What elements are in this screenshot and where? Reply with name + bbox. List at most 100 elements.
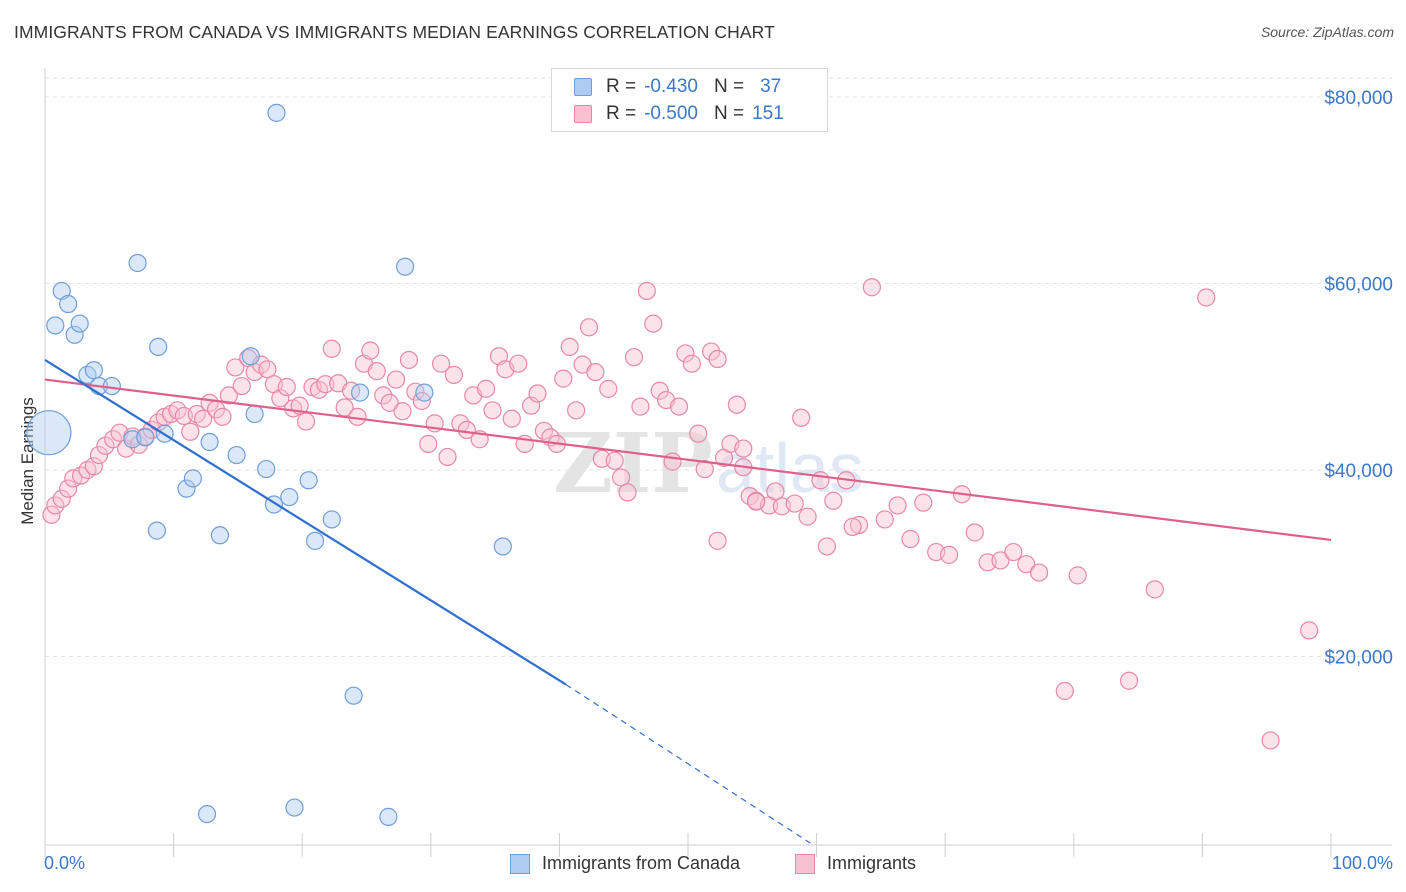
- source-label: Source: ZipAtlas.com: [1260, 24, 1394, 40]
- canada-point: [183, 469, 202, 488]
- canada-point: [493, 537, 512, 556]
- immigrants-point: [84, 457, 103, 476]
- immigrants-point: [226, 358, 245, 377]
- immigrants-point: [914, 493, 933, 512]
- canada-point: [305, 531, 325, 550]
- canada-point: [267, 103, 286, 122]
- legend-r-value: -0.500: [644, 103, 698, 124]
- canada-point: [415, 383, 434, 402]
- immigrants-point: [1068, 566, 1087, 585]
- immigrants-point: [1261, 731, 1280, 750]
- immigrants-point: [194, 409, 213, 428]
- canada-point: [350, 383, 370, 402]
- immigrants-point: [219, 386, 238, 405]
- immigrants-point: [637, 281, 656, 301]
- immigrants-point: [380, 393, 399, 412]
- legend-r-label: R =: [606, 103, 637, 124]
- immigrants-point: [431, 354, 451, 373]
- immigrants-point: [89, 445, 109, 465]
- immigrants-point: [1004, 542, 1023, 562]
- canada-point: [379, 807, 398, 826]
- canada-point: [257, 459, 276, 479]
- y-tick-label: $40,000: [1324, 461, 1393, 482]
- canada-point: [197, 804, 217, 824]
- canada-point: [128, 253, 147, 273]
- immigrants-point: [1197, 288, 1216, 307]
- immigrants-point: [438, 447, 457, 467]
- immigrants-point: [624, 348, 644, 367]
- immigrants-point: [695, 459, 714, 479]
- immigrants-point: [361, 341, 380, 360]
- bottom-legend-label-canada: Immigrants from Canada: [542, 853, 741, 873]
- canada-point: [200, 432, 219, 452]
- immigrants-point: [605, 451, 624, 470]
- immigrants-point: [386, 370, 406, 389]
- immigrants-point: [888, 496, 907, 515]
- immigrants-point: [1119, 671, 1139, 690]
- immigrants-point: [457, 420, 476, 440]
- immigrants-point: [708, 531, 727, 550]
- immigrants-point: [554, 369, 573, 388]
- immigrants-point: [682, 354, 701, 373]
- immigrants-point: [663, 452, 682, 471]
- canada-point: [241, 347, 260, 366]
- chart-title: IMMIGRANTS FROM CANADA VS IMMIGRANTS MED…: [14, 22, 775, 42]
- bottom-legend-immigrants: Immigrants: [795, 853, 916, 874]
- immigrants-trend-line: [44, 378, 1332, 542]
- legend-swatch-canada: [574, 78, 592, 96]
- immigrants-point: [708, 349, 727, 369]
- canada-point: [65, 325, 84, 344]
- canada-point: [245, 404, 264, 424]
- immigrants-point: [59, 479, 78, 498]
- legend-n-label: N =: [713, 76, 745, 97]
- y-tick-label: $20,000: [1324, 648, 1393, 669]
- immigrants-point: [1300, 621, 1319, 640]
- immigrants-point: [792, 408, 811, 427]
- canada-point: [59, 294, 78, 314]
- immigrants-point: [875, 510, 894, 529]
- immigrants-point: [277, 377, 296, 397]
- bottom-legend-swatch-canada: [510, 853, 530, 874]
- immigrants-point: [734, 439, 753, 458]
- immigrants-point: [702, 342, 721, 361]
- legend-n-label: N =: [713, 103, 745, 124]
- immigrants-point: [322, 339, 341, 358]
- immigrants-point: [785, 494, 804, 513]
- legend-r-value: -0.430: [644, 76, 698, 97]
- immigrants-point: [669, 397, 689, 416]
- immigrants-point: [1145, 580, 1164, 599]
- immigrants-point: [399, 350, 419, 370]
- legend-row-canada: R = -0.430 N = 37: [574, 74, 781, 100]
- immigrants-point: [534, 421, 554, 440]
- correlation-legend: R = -0.430 N = 37 R = -0.500 N = 151: [551, 68, 828, 132]
- immigrants-point: [811, 471, 830, 490]
- legend-n-value: 151: [752, 103, 784, 124]
- canada-point: [395, 257, 415, 276]
- immigrants-point: [766, 482, 785, 501]
- immigrants-point: [483, 401, 502, 420]
- bottom-legend-swatch-immigrants: [795, 853, 815, 874]
- immigrants-point: [939, 545, 959, 564]
- immigrants-point: [419, 434, 438, 453]
- immigrants-point: [341, 381, 361, 400]
- immigrants-point: [316, 375, 335, 394]
- x-tick-label: 100.0%: [1332, 853, 1393, 873]
- legend-r-label: R =: [606, 76, 637, 97]
- canada-trend-line: [44, 359, 567, 686]
- y-axis-label: Median Earnings: [18, 397, 37, 525]
- immigrants-point: [901, 529, 920, 549]
- y-tick-label: $80,000: [1324, 88, 1393, 109]
- immigrants-point: [843, 517, 862, 536]
- x-tick-label: 0.0%: [44, 853, 85, 873]
- bottom-legend-canada: Immigrants from Canada: [510, 853, 740, 874]
- immigrants-point: [271, 389, 290, 408]
- canada-trend-extension: [565, 683, 811, 844]
- immigrants-point: [689, 424, 708, 443]
- legend-row-immigrants: R = -0.500 N = 151: [574, 101, 784, 127]
- canada-point: [84, 361, 103, 380]
- immigrants-point: [817, 537, 836, 556]
- immigrants-point: [367, 362, 386, 381]
- canada-point: [136, 428, 155, 447]
- immigrants-point: [618, 483, 637, 502]
